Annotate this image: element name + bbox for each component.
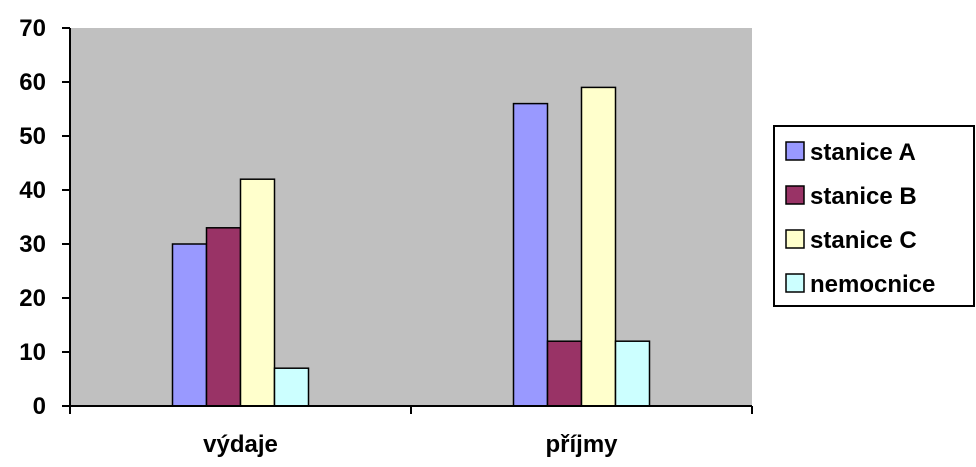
legend-swatch: [785, 229, 805, 249]
bars: [171, 86, 651, 407]
y-tick-label: 40: [19, 177, 46, 204]
legend-label: nemocnice: [810, 271, 935, 298]
y-tick-label: 70: [19, 15, 46, 42]
category-label: příjmy: [545, 431, 618, 458]
y-tick-label: 30: [19, 231, 46, 258]
bar-stanice-A-1: [512, 102, 549, 407]
bar-nemocnice-1: [614, 340, 651, 407]
x-axis-ticks: výdaje příjmy: [69, 406, 753, 458]
legend-label: stanice C: [810, 227, 917, 254]
bar-nemocnice-0: [273, 367, 310, 407]
bar-stanice-B-0: [205, 227, 242, 407]
bar-stanice-C-1: [580, 86, 617, 407]
legend-label: stanice B: [810, 183, 917, 210]
legend: stanice A stanice B stanice C nemocnice: [773, 125, 975, 307]
y-axis-ticks: 0 10 20 30 40 50 60 70: [19, 15, 70, 420]
category-label: výdaje: [203, 431, 278, 458]
legend-box: [773, 125, 975, 307]
y-tick-label: 20: [19, 285, 46, 312]
y-tick-label: 10: [19, 339, 46, 366]
legend-swatch: [785, 273, 805, 293]
y-tick-label: 60: [19, 69, 46, 96]
y-tick-label: 0: [33, 393, 46, 420]
y-tick-label: 50: [19, 123, 46, 150]
bar-stanice-A-0: [171, 243, 208, 407]
legend-label: stanice A: [810, 139, 916, 166]
bar-stanice-B-1: [546, 340, 583, 407]
legend-swatch: [785, 185, 805, 205]
bar-stanice-C-0: [239, 178, 276, 407]
legend-swatch: [785, 141, 805, 161]
